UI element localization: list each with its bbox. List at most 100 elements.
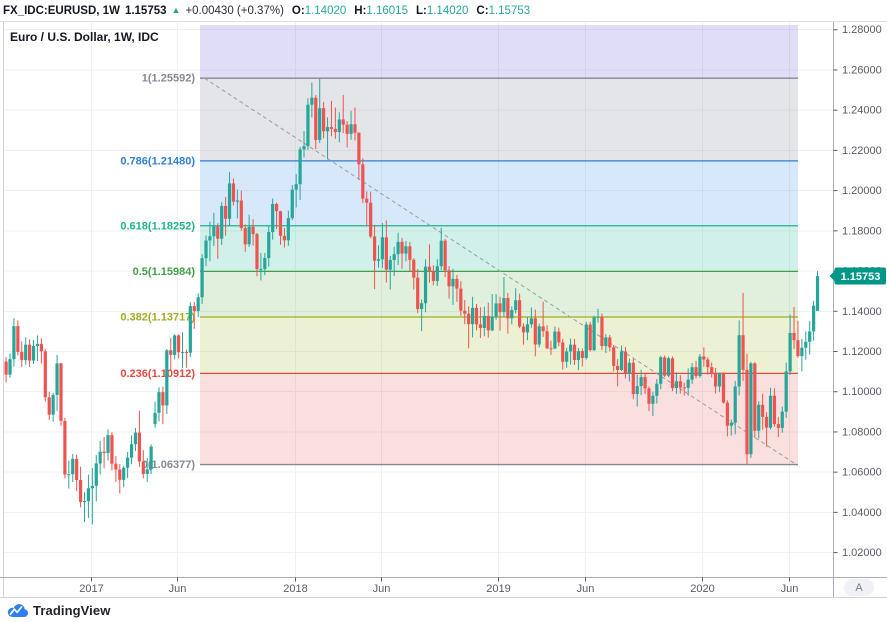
candle <box>129 444 134 458</box>
candle <box>263 257 267 270</box>
candle <box>231 183 236 202</box>
tradingview-logo-icon[interactable] <box>7 603 28 618</box>
last-price: 1.15753 <box>124 4 167 17</box>
candle <box>404 246 408 254</box>
candle <box>353 124 357 133</box>
candle <box>161 392 165 406</box>
candle <box>435 266 439 281</box>
auto-scale-button[interactable]: A <box>844 579 874 596</box>
chart-legend[interactable]: Euro / U.S. Dollar, 1W, IDC <box>10 30 159 44</box>
candle <box>243 228 247 245</box>
fib-level-label: 0.5(1.15984) <box>133 266 196 278</box>
candle <box>643 377 647 389</box>
candle <box>706 359 710 368</box>
price-tag-value: 1.15753 <box>841 271 881 283</box>
candle <box>533 318 537 345</box>
footer-bar: TradingView <box>0 598 887 622</box>
candle <box>737 335 741 387</box>
candle <box>486 315 490 331</box>
candle <box>639 377 643 387</box>
candle <box>63 420 67 475</box>
candle <box>788 333 792 372</box>
candle <box>247 226 251 245</box>
candle <box>20 351 24 361</box>
candle <box>169 350 173 355</box>
candle <box>349 124 353 134</box>
candle <box>149 446 153 470</box>
candle <box>412 259 416 278</box>
candle <box>35 343 40 347</box>
candle <box>812 305 816 332</box>
candle <box>494 303 498 317</box>
candle <box>8 359 12 375</box>
candle <box>525 324 530 333</box>
candle <box>255 234 259 270</box>
candle <box>388 260 392 270</box>
candle <box>753 363 757 431</box>
candle <box>372 236 377 261</box>
price-axis-label: 1.22000 <box>842 145 882 157</box>
candle <box>318 108 322 140</box>
fib-level-label: 1(1.25592) <box>142 73 196 85</box>
candlestick-chart-canvas[interactable]: 1(1.25592) 0.786(1.21480) 0.618(1.18252) 0.… <box>0 22 887 598</box>
candle <box>420 303 424 310</box>
candle <box>655 383 659 396</box>
candle <box>192 306 196 312</box>
candle <box>333 128 337 133</box>
symbol-title: FX_IDC:EURUSD, 1W <box>3 4 120 17</box>
candle <box>400 241 404 254</box>
candle <box>137 432 141 462</box>
candle <box>568 344 573 352</box>
candle <box>302 146 306 150</box>
candle <box>341 119 345 125</box>
candle <box>439 240 443 267</box>
candle <box>443 240 447 271</box>
up-arrow-icon: ▲ <box>171 4 181 15</box>
candle <box>619 351 624 371</box>
candle <box>686 379 690 388</box>
candle <box>482 315 486 328</box>
tradingview-brand[interactable]: TradingView <box>33 602 111 618</box>
candle <box>122 467 126 480</box>
candle <box>110 435 114 464</box>
candle <box>800 347 804 357</box>
candle <box>118 469 122 480</box>
candle <box>204 240 208 259</box>
candle <box>173 335 177 355</box>
candle <box>55 363 59 395</box>
candle <box>455 278 459 289</box>
candle <box>459 288 463 311</box>
candle <box>365 198 369 203</box>
candle <box>467 313 471 325</box>
candle <box>271 203 275 233</box>
candle <box>157 392 161 413</box>
candle <box>729 422 733 426</box>
candle <box>196 297 200 312</box>
candle <box>545 331 549 349</box>
ohlc-item: O:1.14020 <box>291 4 347 17</box>
candle <box>102 451 106 454</box>
candle <box>537 326 541 345</box>
candle <box>71 458 75 475</box>
candle <box>141 461 145 474</box>
candle <box>31 346 36 361</box>
candle <box>329 127 334 129</box>
time-axis-label: 2019 <box>486 583 510 595</box>
candle <box>659 357 663 384</box>
candle <box>278 211 283 236</box>
candle <box>220 205 224 239</box>
fib-level-label: 0.786(1.21480) <box>120 155 195 167</box>
candle <box>678 381 682 388</box>
price-axis-label: 1.24000 <box>842 105 882 117</box>
candle <box>721 372 726 403</box>
candle <box>470 307 475 325</box>
candle <box>815 276 820 311</box>
candle <box>376 259 381 261</box>
candle <box>478 324 483 328</box>
candle <box>153 412 157 424</box>
candle <box>600 316 604 347</box>
candle <box>623 351 628 374</box>
candle <box>106 435 110 454</box>
price-axis-label: 1.14000 <box>842 306 882 318</box>
candle <box>82 501 87 503</box>
